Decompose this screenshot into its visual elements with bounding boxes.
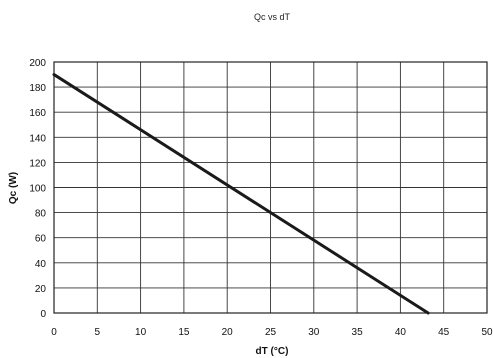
y-tick-label: 80 bbox=[35, 209, 47, 220]
y-tick-labels: 0 20 40 60 80 100 120 140 160 180 200 bbox=[29, 58, 46, 320]
grid-lines bbox=[53, 61, 488, 314]
x-tick-label: 40 bbox=[395, 327, 407, 338]
y-tick-label: 0 bbox=[40, 309, 46, 320]
x-tick-label: 0 bbox=[51, 327, 57, 338]
plot-frame bbox=[53, 61, 488, 314]
x-tick-label: 30 bbox=[308, 327, 320, 338]
qc-series-line bbox=[52, 73, 430, 315]
x-tick-label: 50 bbox=[481, 327, 493, 338]
y-tick-label: 180 bbox=[29, 83, 46, 94]
y-tick-label: 100 bbox=[29, 184, 46, 195]
y-tick-label: 140 bbox=[29, 133, 46, 144]
x-tick-label: 45 bbox=[438, 327, 450, 338]
x-tick-label: 10 bbox=[135, 327, 147, 338]
chart-title: Qc vs dT bbox=[254, 12, 291, 22]
x-tick-label: 15 bbox=[178, 327, 190, 338]
x-tick-label: 35 bbox=[352, 327, 364, 338]
y-tick-label: 120 bbox=[29, 158, 46, 169]
y-tick-label: 40 bbox=[35, 259, 47, 270]
y-axis-label: Qc (W) bbox=[8, 172, 19, 204]
y-tick-label: 160 bbox=[29, 108, 46, 119]
x-tick-label: 20 bbox=[222, 327, 234, 338]
series-group bbox=[52, 73, 430, 315]
x-tick-label: 25 bbox=[265, 327, 277, 338]
y-tick-label: 60 bbox=[35, 234, 47, 245]
x-axis-label: dT (°C) bbox=[256, 346, 289, 357]
y-tick-label: 200 bbox=[29, 58, 46, 69]
x-tick-labels: 0 5 10 15 20 25 30 35 40 45 50 bbox=[51, 327, 493, 338]
x-tick-label: 5 bbox=[95, 327, 101, 338]
y-tick-label: 20 bbox=[35, 284, 47, 295]
